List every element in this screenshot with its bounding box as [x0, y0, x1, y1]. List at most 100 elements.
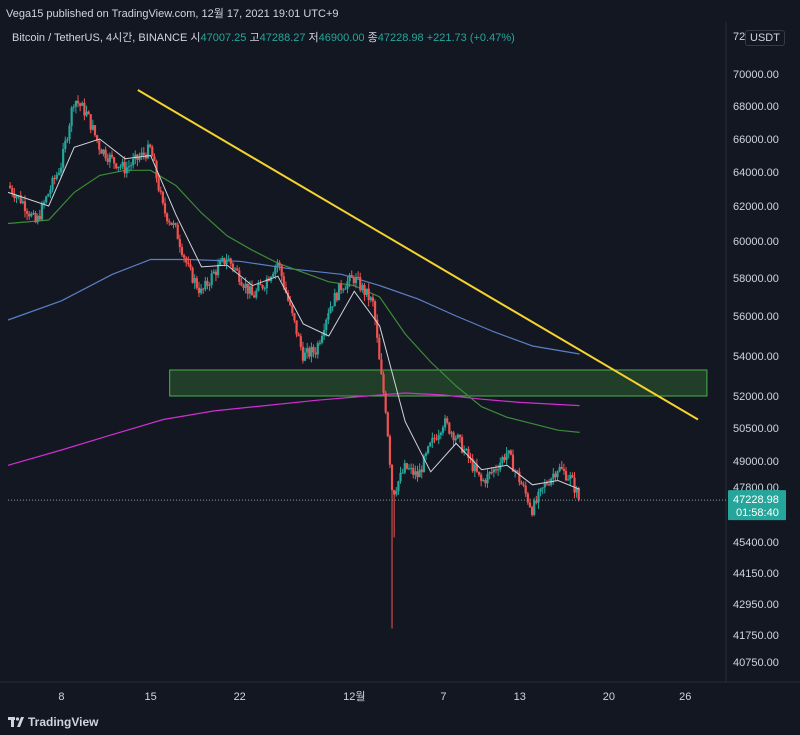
- candle-body: [301, 346, 305, 361]
- y-tick-label: 45400.00: [733, 537, 779, 549]
- candle-body: [174, 223, 177, 225]
- candle-body: [172, 223, 175, 225]
- candle-body: [437, 435, 440, 440]
- candle-body: [159, 190, 162, 192]
- candle-body: [562, 468, 565, 471]
- candle-body: [526, 493, 529, 503]
- candle-body: [569, 475, 572, 480]
- candle-body: [522, 484, 525, 486]
- candle-body: [337, 283, 341, 301]
- candle-body: [274, 266, 277, 274]
- candle-body: [477, 471, 481, 475]
- candle-body: [314, 352, 317, 355]
- x-tick-label: 26: [679, 691, 691, 703]
- candle-body: [412, 467, 415, 475]
- candle-body: [81, 102, 84, 106]
- candle-body: [244, 283, 247, 288]
- candle-body: [32, 213, 35, 215]
- candle-body: [191, 267, 194, 283]
- candle-body: [420, 469, 423, 473]
- candle-body: [206, 280, 209, 286]
- candle-body: [530, 507, 534, 516]
- high-label: 고: [249, 32, 260, 44]
- candle-body: [567, 479, 570, 481]
- candle-body: [183, 255, 186, 258]
- candle-body: [242, 285, 245, 288]
- candle-body: [416, 471, 419, 478]
- candle-body: [516, 470, 519, 472]
- y-tick-label: 70000.00: [733, 69, 779, 81]
- candle-body: [240, 282, 243, 286]
- candle-body: [369, 297, 372, 301]
- candle-body: [359, 276, 362, 291]
- candle-body: [560, 466, 563, 469]
- support-zone: [169, 369, 708, 397]
- candle-body: [393, 490, 396, 495]
- candle-body: [51, 177, 54, 190]
- candle-body: [93, 125, 97, 136]
- ma-mid-line: [7, 169, 580, 433]
- candle-body: [185, 257, 188, 263]
- candle-body: [102, 149, 105, 154]
- y-tick-label: 44150.00: [733, 568, 779, 580]
- candle-body: [331, 306, 334, 308]
- candle-body: [25, 211, 29, 214]
- candle-body: [456, 434, 459, 439]
- candle-body: [286, 292, 290, 301]
- candle-body: [480, 474, 483, 481]
- currency-badge[interactable]: USDT: [745, 30, 785, 46]
- tradingview-logo[interactable]: TradingView: [8, 715, 98, 729]
- candle-body: [178, 239, 181, 248]
- price-chart[interactable]: 72000.0070000.0068000.0066000.0064000.00…: [0, 22, 800, 712]
- candle-body: [233, 268, 237, 270]
- candle-body: [318, 342, 321, 344]
- candle-body: [344, 288, 347, 290]
- candle-body: [9, 185, 12, 189]
- candle-body: [518, 471, 521, 483]
- candle-body: [414, 471, 417, 475]
- candle-body: [356, 276, 360, 278]
- candle-body: [554, 473, 557, 478]
- candle-body: [312, 346, 315, 353]
- candle-body: [40, 203, 44, 220]
- tradingview-logo-icon: [8, 717, 24, 727]
- candle-body: [255, 290, 258, 298]
- candle-body: [79, 103, 82, 106]
- candle-body: [407, 468, 411, 470]
- candle-body: [110, 154, 114, 158]
- candle-body: [11, 188, 14, 194]
- candle-body: [505, 453, 508, 460]
- candle-body: [263, 288, 266, 290]
- candle-body: [157, 178, 160, 191]
- candle-body: [410, 467, 413, 469]
- candle-body: [85, 111, 88, 116]
- candle-body: [486, 473, 489, 484]
- candle-body: [57, 172, 61, 175]
- close-value: 47228.98: [377, 32, 424, 44]
- candle-body: [503, 457, 506, 460]
- candle-body: [91, 125, 94, 130]
- candle-body: [488, 472, 491, 474]
- candle-body: [541, 487, 544, 489]
- candle-body: [236, 268, 239, 271]
- candle-body: [484, 480, 487, 484]
- candle-body: [441, 427, 445, 433]
- candle-body: [306, 348, 309, 353]
- candle-body: [390, 464, 394, 491]
- candle-body: [21, 201, 24, 204]
- candle-body: [227, 258, 230, 261]
- candle-body: [248, 286, 251, 294]
- candle-body: [303, 352, 307, 361]
- candle-body: [125, 167, 128, 174]
- candle-body: [399, 472, 402, 482]
- candle-body: [433, 437, 436, 439]
- candle-body: [448, 422, 451, 434]
- candle-body: [376, 319, 379, 338]
- x-tick-label: 15: [144, 691, 156, 703]
- candle-body: [123, 161, 126, 174]
- candle-body: [556, 471, 559, 478]
- candle-body: [265, 278, 268, 289]
- candle-body: [511, 454, 515, 472]
- candle-body: [284, 287, 288, 293]
- candle-body: [564, 470, 568, 481]
